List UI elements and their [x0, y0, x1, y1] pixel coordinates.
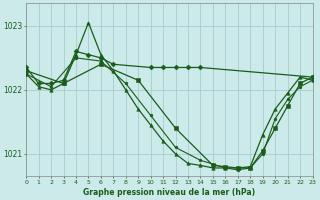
- X-axis label: Graphe pression niveau de la mer (hPa): Graphe pression niveau de la mer (hPa): [83, 188, 255, 197]
